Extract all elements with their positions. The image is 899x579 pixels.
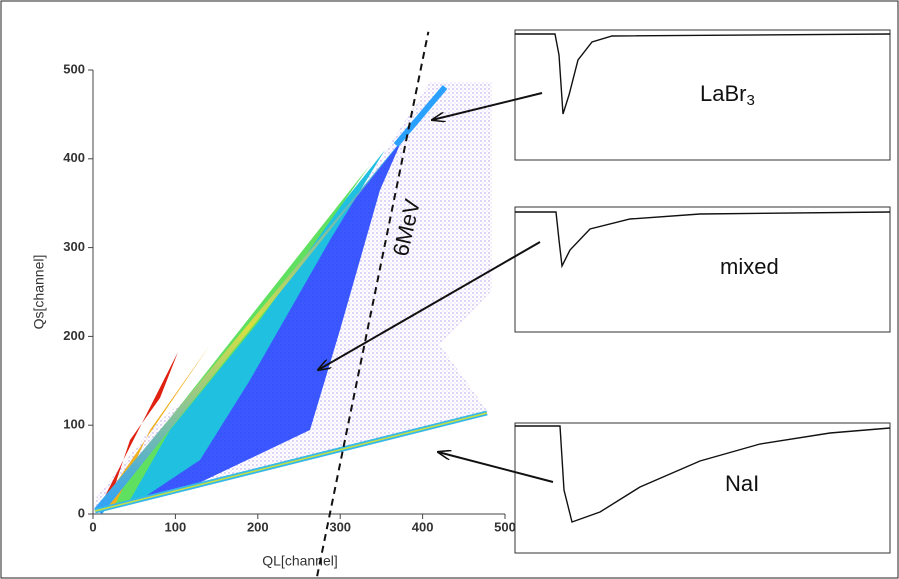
inset-labr: LaBr3 (514, 29, 891, 161)
inset-label-subscript: 3 (746, 92, 754, 109)
x-tick-label: 500 (494, 519, 516, 534)
cut-line (316, 31, 430, 577)
inset-label: mixed (720, 254, 779, 279)
arrow (318, 241, 541, 370)
y-tick-label: 500 (63, 61, 85, 76)
x-tick-label: 200 (247, 519, 269, 534)
inset-mixed: mixed (514, 206, 891, 333)
arrow (432, 92, 543, 120)
y-tick-label: 300 (63, 239, 85, 254)
y-tick-label: 0 (78, 505, 85, 520)
inset-label-main: LaBr (700, 81, 746, 106)
x-tick-label: 300 (329, 519, 351, 534)
density-plot (93, 82, 492, 514)
y-axis-title: Qs[channel] (31, 255, 47, 330)
y-tick-label: 200 (63, 328, 85, 343)
x-tick-label: 0 (89, 519, 96, 534)
x-tick-label: 400 (412, 519, 434, 534)
x-axis-title: QL[channel] (262, 553, 338, 569)
inset-label: LaBr3 (700, 81, 755, 109)
y-tick-label: 400 (63, 150, 85, 165)
inset-label: NaI (725, 471, 759, 496)
x-tick-label: 100 (165, 519, 187, 534)
arrow (438, 452, 554, 483)
y-tick-label: 100 (63, 417, 85, 432)
inset-nai: NaI (514, 422, 891, 554)
